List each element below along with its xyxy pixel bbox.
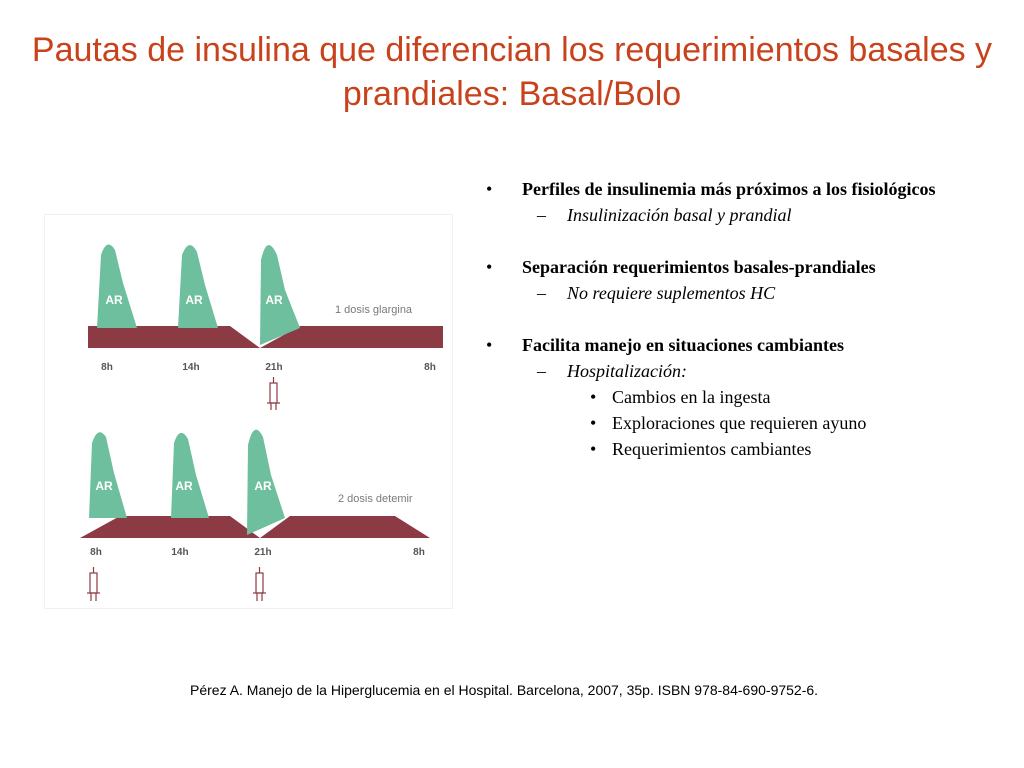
sub-bullet-marker: – — [537, 205, 546, 225]
time-label: 21h — [254, 547, 271, 558]
basal-insulin-band — [260, 516, 430, 538]
time-label: 8h — [101, 362, 113, 373]
syringe-icon — [253, 567, 266, 601]
reference-citation: Pérez A. Manejo de la Hiperglucemia en e… — [190, 682, 819, 698]
bullet-text: Separación requerimientos basales-prandi… — [522, 257, 876, 277]
bullet-marker: • — [486, 257, 493, 277]
sub-sub-bullet-text: Exploraciones que requieren ayuno — [612, 413, 867, 433]
peak-label: AR — [265, 293, 283, 307]
peak-label: AR — [254, 479, 272, 493]
syringe-icon — [87, 567, 100, 601]
bullet-marker: • — [486, 179, 493, 199]
peak-label: AR — [175, 479, 193, 493]
insulin-regimen-diagram: AR AR AR 1 dosis glargina 8h 14h 21h 8h — [44, 214, 453, 609]
panel-glargina: AR AR AR 1 dosis glargina 8h 14h 21h 8h — [88, 244, 443, 410]
regimen-label: 2 dosis detemir — [338, 493, 413, 505]
peak-label: AR — [185, 293, 203, 307]
basal-insulin-band — [80, 516, 260, 538]
sub-sub-bullet-marker: • — [590, 439, 597, 459]
sub-sub-bullet-marker: • — [590, 413, 597, 433]
slide-title: Pautas de insulina que diferencian los r… — [31, 31, 993, 113]
sub-bullet-marker: – — [537, 361, 546, 381]
prandial-peak — [97, 244, 137, 328]
prandial-peak — [178, 245, 218, 328]
sub-bullet-text: No requiere suplementos HC — [567, 283, 776, 303]
bullet-item: • Separación requerimientos basales-pran… — [480, 256, 1000, 278]
sub-bullet-item: – Hospitalización: — [480, 360, 1000, 382]
peak-label: AR — [95, 479, 113, 493]
peak-label: AR — [105, 293, 123, 307]
sub-sub-bullet-text: Cambios en la ingesta — [612, 387, 771, 407]
sub-bullet-item: – No requiere suplementos HC — [480, 282, 1000, 304]
time-label: 8h — [90, 547, 102, 558]
time-label: 14h — [171, 547, 188, 558]
time-label: 21h — [265, 362, 282, 373]
syringe-icon — [267, 377, 280, 410]
sub-sub-bullet-text: Requerimientos cambiantes — [612, 439, 812, 459]
bullet-marker: • — [486, 335, 493, 355]
panel-detemir: AR AR AR 2 dosis detemir 8h 14h 21h 8h — [80, 429, 430, 601]
sub-bullet-marker: – — [537, 283, 546, 303]
time-label: 8h — [424, 362, 436, 373]
basal-insulin-band — [88, 326, 260, 348]
bullet-text: Facilita manejo en situaciones cambiante… — [522, 335, 844, 355]
sub-sub-bullet-item: • Requerimientos cambiantes — [480, 438, 1000, 460]
prandial-peak — [247, 429, 285, 535]
sub-bullet-text: Insulinización basal y prandial — [567, 205, 792, 225]
bullet-text: Perfiles de insulinemia más próximos a l… — [522, 179, 936, 199]
sub-sub-bullet-item: • Cambios en la ingesta — [480, 386, 1000, 408]
prandial-peak — [260, 245, 300, 345]
time-label: 8h — [413, 547, 425, 558]
regimen-label: 1 dosis glargina — [335, 304, 413, 316]
time-label: 14h — [182, 362, 199, 373]
sub-bullet-text: Hospitalización: — [567, 361, 687, 381]
sub-sub-bullet-item: • Exploraciones que requieren ayuno — [480, 412, 1000, 434]
sub-sub-bullet-marker: • — [590, 387, 597, 407]
prandial-peak — [89, 432, 127, 518]
bullet-list: • Perfiles de insulinemia más próximos a… — [480, 178, 1000, 460]
bullet-item: • Perfiles de insulinemia más próximos a… — [480, 178, 1000, 200]
sub-bullet-item: – Insulinización basal y prandial — [480, 204, 1000, 226]
bullet-item: • Facilita manejo en situaciones cambian… — [480, 334, 1000, 356]
prandial-peak — [171, 432, 209, 518]
basal-insulin-band — [260, 326, 443, 348]
